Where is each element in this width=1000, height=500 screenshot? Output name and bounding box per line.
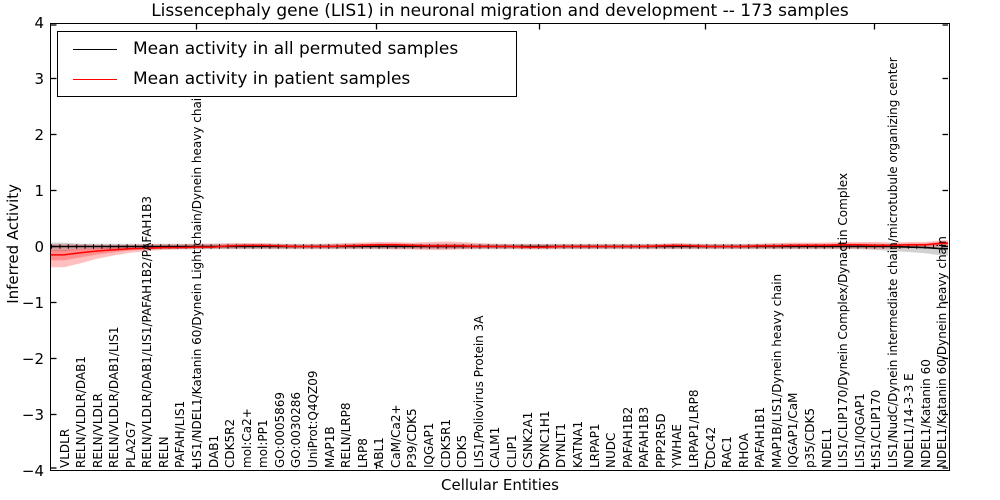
x-tick-label: YWHAE: [670, 423, 685, 468]
y-tick-label: −4: [21, 462, 44, 480]
x-tick-label: RELN/VLDLR/DAB1: [74, 356, 89, 468]
x-tick-label: VLDLR: [57, 428, 72, 468]
x-tick-label: CDK5R1: [438, 418, 453, 468]
x-tick-label: p35/CDK5: [802, 407, 817, 468]
x-tick-label: RELN/VLDLR/DAB1/LIS1/PAFAH1B2/PAFAH1B3: [140, 196, 155, 468]
y-tick-label: 4: [34, 14, 44, 32]
x-tick-label: IQGAP1/CaM: [786, 392, 801, 469]
chart-title: Lissencephaly gene (LIS1) in neuronal mi…: [151, 1, 849, 21]
x-tick-label: P39/CDK5: [405, 408, 420, 468]
legend-label-patient: Mean activity in patient samples: [133, 69, 411, 89]
legend-line-patient-icon: [73, 78, 117, 80]
x-tick-label: CDC42: [703, 426, 718, 468]
plot-canvas: [51, 24, 948, 469]
x-tick-label: LRPAP1: [587, 423, 602, 468]
legend-label-permuted: Mean activity in all permuted samples: [133, 39, 459, 59]
x-tick-label: NDEL1/Katanin 60/Dynein heavy chain: [935, 236, 950, 468]
x-tick-label: CALM1: [488, 426, 503, 468]
x-tick-label: LIS1/Poliovirus Protein 3A: [471, 315, 486, 468]
x-tick-label: DYNC1H1: [537, 410, 552, 468]
patient-mean-line: [51, 242, 948, 256]
x-axis-label: Cellular Entities: [441, 476, 559, 494]
x-tick-label: PLA2G7: [123, 421, 138, 468]
x-tick-label: RELN/LRP8: [339, 402, 354, 468]
x-tick-label: PAFAH1B3: [637, 406, 652, 468]
x-tick-label: KATNA1: [571, 420, 586, 468]
y-tick-label: −3: [21, 406, 44, 424]
x-tick-label: LIS1/CLIP170: [869, 389, 884, 468]
x-tick-label: MAP1B: [322, 426, 337, 468]
x-tick-label: mol:PP1: [256, 419, 271, 468]
legend-row-permuted: Mean activity in all permuted samples: [58, 34, 516, 64]
x-tick-label: IQGAP1: [421, 422, 436, 468]
legend: Mean activity in all permuted samples Me…: [57, 31, 517, 97]
y-tick-label: −2: [21, 350, 44, 368]
x-tick-label: mol:Ca2+: [239, 408, 254, 468]
x-tick-label: UniProt:Q4QZ09: [305, 370, 320, 468]
x-tick-label: DYNLT1: [554, 423, 569, 468]
y-tick-label: 3: [34, 70, 44, 88]
x-tick-label: NUDC: [604, 432, 619, 468]
y-tick-label: 2: [34, 126, 44, 144]
x-tick-label: LIS1/NudC/Dynein intermediate chain/micr…: [885, 57, 900, 468]
x-tick-label: NDEL1: [819, 427, 834, 468]
legend-line-permuted-icon: [73, 48, 117, 50]
x-tick-label: RHOA: [736, 433, 751, 468]
x-tick-label: RELN/VLDLR: [90, 393, 105, 468]
legend-row-patient: Mean activity in patient samples: [58, 64, 516, 94]
x-tick-label: LIS1/IQGAP1: [852, 393, 867, 468]
x-tick-label: NDEL1/14-3-3 E: [902, 373, 917, 468]
y-tick-label: −1: [21, 294, 44, 312]
x-tick-label: CaM/Ca2+: [388, 404, 403, 468]
x-tick-label: CSNK2A1: [521, 411, 536, 468]
x-tick-label: RELN: [156, 436, 171, 468]
x-tick-label: MAP1B/LIS1/Dynein heavy chain: [769, 273, 784, 468]
x-tick-label: DAB1: [206, 434, 221, 468]
x-tick-label: GO:0005869: [272, 391, 287, 468]
x-tick-label: CLIP1: [504, 434, 519, 468]
x-tick-label: PAFAH1B1: [753, 406, 768, 468]
x-tick-label: PAFAH/LIS1: [173, 400, 188, 468]
y-tick-label: 0: [34, 238, 44, 256]
x-tick-label: ABL1: [372, 437, 387, 468]
x-tick-label: CDK5R2: [223, 418, 238, 468]
plot-area: [50, 23, 950, 471]
x-tick-label: CDK5: [455, 434, 470, 468]
x-tick-label: LRP8: [355, 438, 370, 468]
x-tick-label: RAC1: [720, 436, 735, 468]
x-tick-label: PPP2R5D: [653, 413, 668, 468]
x-tick-label: GO:0030286: [289, 391, 304, 468]
x-tick-label: PAFAH1B2: [620, 406, 635, 468]
x-tick-label: LIS1/CLIP170/Dynein Complex/Dynactin Com…: [836, 172, 851, 468]
x-tick-label: LRPAP1/LRP8: [687, 389, 701, 468]
x-tick-label: NDEL1/Katanin 60: [918, 359, 933, 468]
y-tick-label: 1: [34, 182, 44, 200]
x-tick-label: LIS1/NDEL1/Katanin 60/Dynein Light chain…: [190, 90, 205, 468]
x-tick-label: RELN/VLDLR/DAB1/LIS1: [107, 326, 122, 468]
